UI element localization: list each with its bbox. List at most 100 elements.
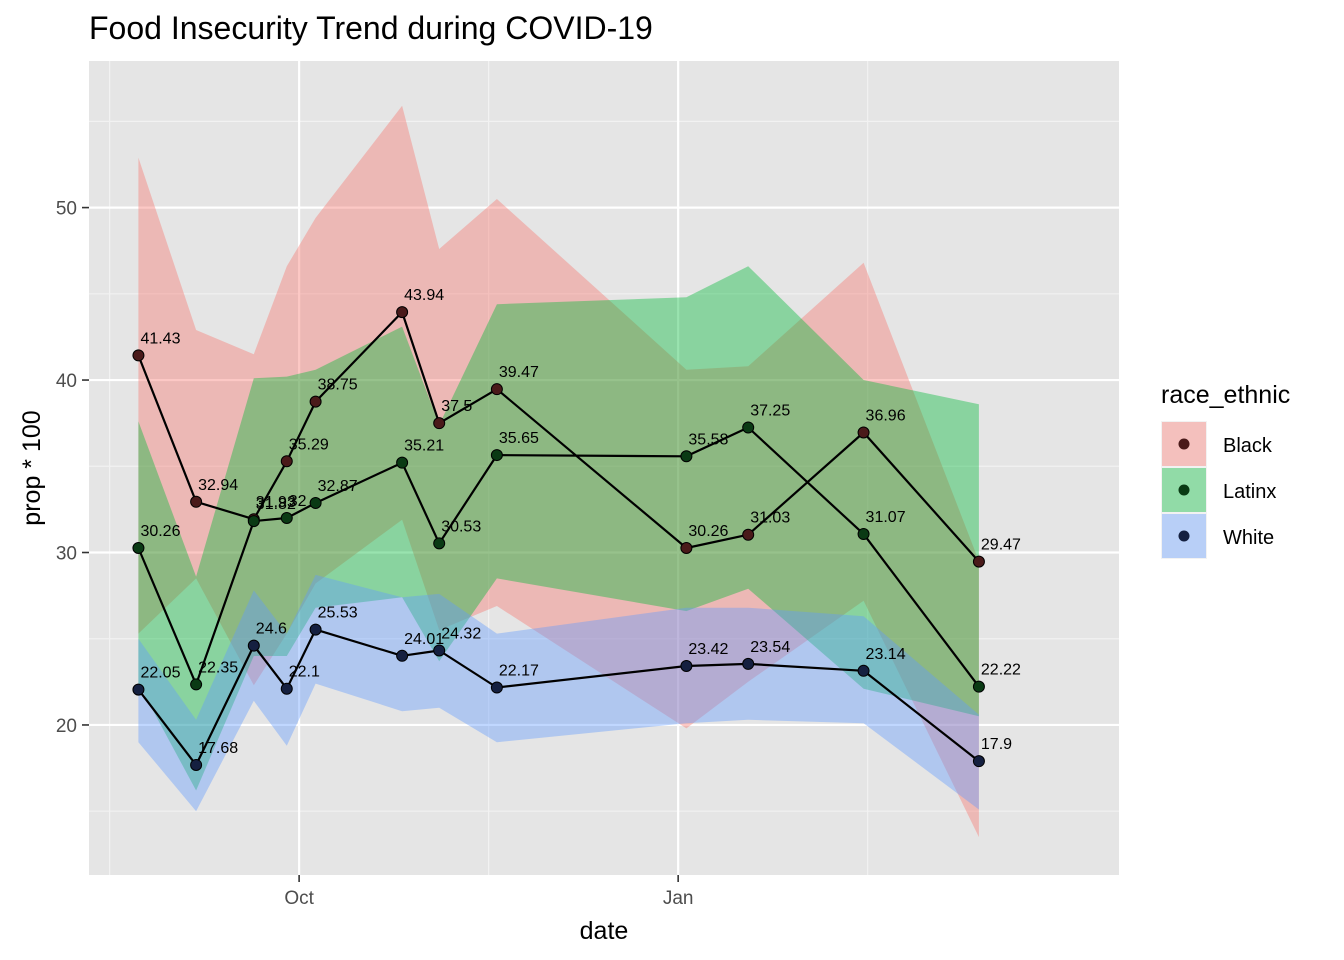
- line-black: [137, 311, 980, 563]
- y-tick-label: 40: [56, 371, 77, 392]
- legend-label-black: Black: [1223, 435, 1273, 457]
- point-black: [742, 528, 755, 541]
- y-tick-label: 20: [56, 716, 77, 737]
- data-label-black: 39.47: [499, 364, 539, 381]
- data-label-white: 23.42: [688, 641, 728, 658]
- point-white: [247, 639, 260, 652]
- point-black: [857, 426, 870, 439]
- data-label-latinx: 30.26: [140, 523, 180, 540]
- legend-point-white: [1178, 530, 1190, 542]
- data-label-latinx: 37.25: [750, 402, 790, 419]
- chart-title: Food Insecurity Trend during COVID-19: [89, 10, 653, 46]
- grid-lines: [89, 61, 1119, 875]
- data-label-latinx: 35.58: [688, 431, 728, 448]
- data-label-latinx: 30.53: [441, 518, 481, 535]
- ribbon-black: [138, 105, 979, 838]
- point-black: [490, 383, 503, 396]
- legend-point-black: [1178, 438, 1190, 450]
- point-latinx: [857, 528, 870, 541]
- data-label-white: 24.01: [404, 631, 444, 648]
- legend-title: race_ethnic: [1161, 381, 1290, 409]
- data-label-latinx: 32.87: [318, 478, 358, 495]
- point-white: [680, 659, 693, 672]
- point-latinx: [309, 497, 322, 510]
- ribbon-white: [138, 574, 979, 812]
- data-labels: 41.43 32.94 31.93 35.29 38.75 43.94 37.5 39.47 3…: [140, 287, 1021, 757]
- legend-label-latinx: Latinx: [1223, 481, 1276, 503]
- data-label-black: 36.96: [866, 407, 906, 424]
- point-white: [490, 681, 503, 694]
- data-label-black: 32.94: [198, 477, 238, 494]
- point-black: [433, 417, 446, 430]
- point-white: [309, 623, 322, 636]
- point-black: [280, 455, 293, 468]
- data-label-black: 41.43: [140, 330, 180, 347]
- legend-point-latinx: [1178, 484, 1190, 496]
- data-label-black: 35.29: [289, 436, 329, 453]
- point-white: [972, 755, 985, 768]
- point-white: [742, 657, 755, 670]
- data-label-latinx: 31.82: [256, 496, 296, 513]
- point-black: [309, 395, 322, 408]
- data-label-black: 37.5: [441, 398, 472, 415]
- data-points: [132, 306, 985, 771]
- y-tick-label: 50: [56, 199, 77, 220]
- data-label-black: 38.75: [318, 377, 358, 394]
- data-label-white: 22.05: [140, 665, 180, 682]
- point-latinx: [680, 450, 693, 463]
- legend-label-white: White: [1223, 527, 1274, 549]
- point-black: [190, 495, 203, 508]
- data-label-white: 17.68: [198, 740, 238, 757]
- data-label-white: 22.17: [499, 663, 539, 680]
- data-label-black: 43.94: [404, 287, 444, 304]
- data-label-latinx: 32: [289, 493, 307, 510]
- data-label-black: 31.93: [256, 494, 296, 511]
- point-white: [396, 649, 409, 662]
- point-latinx: [190, 678, 203, 691]
- point-white: [857, 664, 870, 677]
- data-label-white: 23.14: [866, 646, 906, 663]
- data-label-latinx: 22.22: [981, 662, 1021, 679]
- x-tick-label: Jan: [663, 888, 694, 909]
- line-latinx: [137, 426, 980, 688]
- data-label-latinx: 35.65: [499, 430, 539, 447]
- data-label-black: 31.03: [750, 510, 790, 527]
- point-black: [396, 306, 409, 319]
- data-label-white: 22.1: [289, 664, 320, 681]
- confidence-ribbons: [138, 105, 979, 838]
- data-label-black: 29.47: [981, 537, 1021, 554]
- data-label-white: 23.54: [750, 639, 790, 656]
- point-latinx: [433, 537, 446, 550]
- point-black: [972, 555, 985, 568]
- data-label-latinx: 31.07: [866, 509, 906, 526]
- y-tick-label: 30: [56, 544, 77, 565]
- x-axis-title: date: [580, 917, 629, 945]
- axes: 20 30 40 50 Oct Jan: [56, 199, 694, 909]
- data-label-black: 30.26: [688, 523, 728, 540]
- point-black: [132, 349, 145, 362]
- point-latinx: [280, 512, 293, 525]
- point-white: [280, 682, 293, 695]
- series-lines: [137, 311, 980, 767]
- data-label-white: 17.9: [981, 736, 1012, 753]
- point-latinx: [247, 515, 260, 528]
- data-label-white: 25.53: [318, 605, 358, 622]
- data-label-latinx: 22.35: [198, 659, 238, 676]
- point-white: [190, 758, 203, 771]
- data-label-white: 24.32: [441, 625, 481, 642]
- point-latinx: [742, 421, 755, 434]
- plot-panel: [89, 61, 1119, 875]
- line-white: [137, 628, 980, 767]
- point-latinx: [972, 680, 985, 693]
- data-label-white: 24.6: [256, 621, 287, 638]
- x-tick-label: Oct: [284, 888, 314, 909]
- ribbon-latinx: [138, 266, 979, 791]
- point-black: [680, 542, 693, 555]
- point-white: [132, 683, 145, 696]
- y-axis-title: prop * 100: [18, 410, 46, 525]
- data-label-latinx: 35.21: [404, 438, 444, 455]
- legend: race_ethnic Black Latinx White: [1161, 381, 1290, 559]
- point-white: [433, 644, 446, 657]
- point-latinx: [396, 456, 409, 469]
